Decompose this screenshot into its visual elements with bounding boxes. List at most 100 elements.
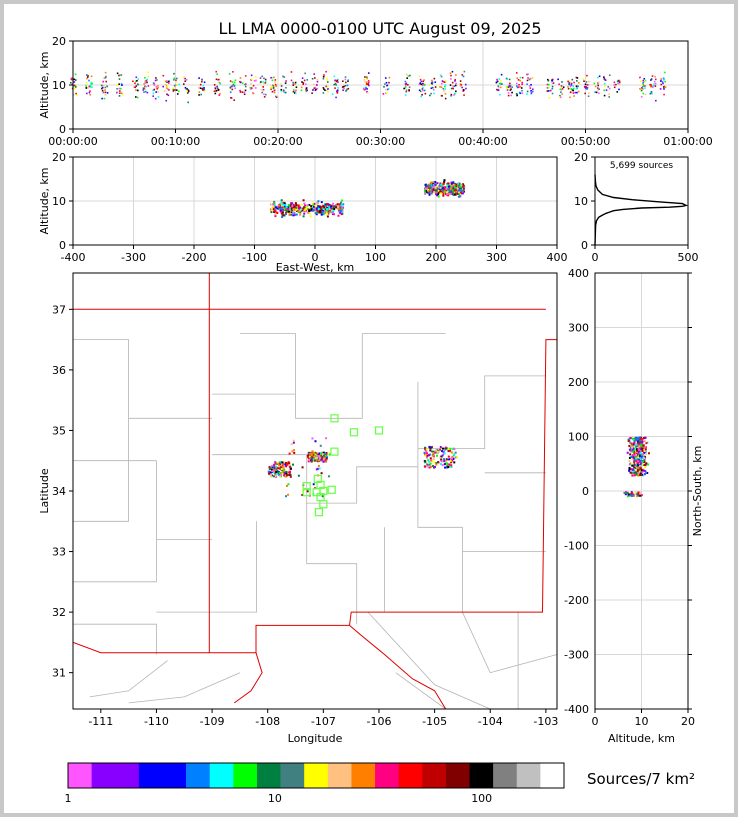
source-point bbox=[290, 210, 293, 213]
source-point bbox=[428, 193, 431, 196]
source-point bbox=[333, 83, 335, 86]
source-point bbox=[74, 79, 77, 81]
source-point bbox=[639, 453, 642, 456]
source-point bbox=[283, 90, 285, 93]
source-point bbox=[289, 204, 292, 207]
source-point bbox=[632, 449, 635, 452]
source-point bbox=[271, 76, 273, 79]
source-point bbox=[319, 444, 322, 447]
source-point bbox=[325, 458, 328, 461]
source-point bbox=[203, 81, 206, 84]
source-point bbox=[294, 83, 296, 85]
source-point bbox=[337, 208, 340, 211]
source-point bbox=[440, 75, 443, 78]
source-point bbox=[270, 470, 273, 473]
source-point bbox=[289, 207, 292, 210]
source-point bbox=[642, 82, 644, 84]
source-point bbox=[281, 206, 284, 209]
source-point bbox=[558, 83, 560, 86]
source-point bbox=[132, 80, 134, 83]
source-point bbox=[443, 463, 446, 466]
station-marker bbox=[327, 485, 336, 494]
source-point bbox=[644, 448, 647, 451]
source-point bbox=[630, 456, 633, 459]
source-point bbox=[515, 72, 518, 74]
source-point bbox=[85, 81, 88, 84]
source-point bbox=[638, 494, 641, 497]
source-point bbox=[584, 83, 587, 86]
source-point bbox=[446, 186, 449, 189]
source-point bbox=[633, 460, 636, 463]
source-point bbox=[449, 84, 452, 86]
x-tick-label: 10 bbox=[635, 715, 649, 728]
source-point bbox=[234, 79, 237, 82]
source-point bbox=[450, 181, 453, 184]
source-point bbox=[528, 85, 531, 87]
source-point bbox=[429, 181, 432, 184]
source-point bbox=[532, 88, 534, 91]
source-point bbox=[293, 206, 296, 209]
source-point bbox=[273, 467, 276, 470]
source-point bbox=[453, 187, 456, 190]
source-point bbox=[432, 465, 435, 468]
source-point bbox=[261, 75, 264, 78]
source-point bbox=[232, 83, 235, 86]
source-point bbox=[439, 190, 442, 193]
source-point bbox=[587, 84, 590, 86]
source-point bbox=[434, 86, 437, 88]
source-point bbox=[462, 183, 465, 186]
source-point bbox=[327, 85, 329, 87]
source-point bbox=[219, 92, 221, 95]
x-tick-label: -110 bbox=[144, 715, 169, 728]
source-point bbox=[281, 464, 284, 467]
source-point bbox=[654, 85, 657, 87]
source-point bbox=[284, 82, 287, 84]
source-point bbox=[297, 210, 300, 213]
source-point bbox=[654, 82, 657, 85]
source-point bbox=[404, 87, 406, 89]
source-point bbox=[292, 441, 295, 444]
source-point bbox=[635, 438, 638, 441]
source-point bbox=[425, 189, 428, 192]
source-point bbox=[454, 190, 457, 193]
source-point bbox=[216, 87, 219, 90]
source-point bbox=[645, 442, 648, 445]
source-point bbox=[643, 473, 646, 476]
source-point bbox=[551, 78, 554, 81]
source-point bbox=[425, 185, 428, 188]
axes-frame bbox=[72, 272, 558, 710]
source-point bbox=[528, 78, 531, 81]
source-point bbox=[439, 446, 442, 449]
source-point bbox=[419, 78, 422, 81]
source-point bbox=[629, 471, 632, 474]
source-point bbox=[282, 470, 285, 473]
source-point bbox=[75, 94, 78, 97]
source-point bbox=[313, 452, 316, 455]
source-point bbox=[431, 450, 434, 453]
source-point bbox=[424, 446, 427, 449]
source-point bbox=[639, 491, 642, 494]
source-point bbox=[547, 83, 550, 86]
source-point bbox=[342, 203, 345, 206]
source-point bbox=[332, 209, 335, 212]
source-point bbox=[449, 465, 452, 468]
colorbar-swatch bbox=[304, 763, 329, 788]
source-point bbox=[284, 206, 287, 209]
source-point bbox=[420, 80, 423, 83]
source-point bbox=[315, 84, 318, 86]
source-point bbox=[559, 94, 561, 97]
source-point bbox=[434, 186, 437, 189]
x-tick-label: -103 bbox=[533, 715, 558, 728]
source-point bbox=[322, 209, 325, 212]
source-point bbox=[570, 84, 573, 86]
source-point bbox=[324, 89, 326, 92]
source-point bbox=[215, 78, 218, 81]
source-point bbox=[263, 77, 265, 80]
station-marker bbox=[302, 488, 311, 497]
source-point bbox=[325, 452, 328, 455]
source-point bbox=[551, 80, 554, 82]
source-point bbox=[644, 450, 647, 453]
station-marker bbox=[319, 486, 328, 496]
source-point bbox=[427, 466, 430, 469]
source-point bbox=[387, 88, 389, 91]
